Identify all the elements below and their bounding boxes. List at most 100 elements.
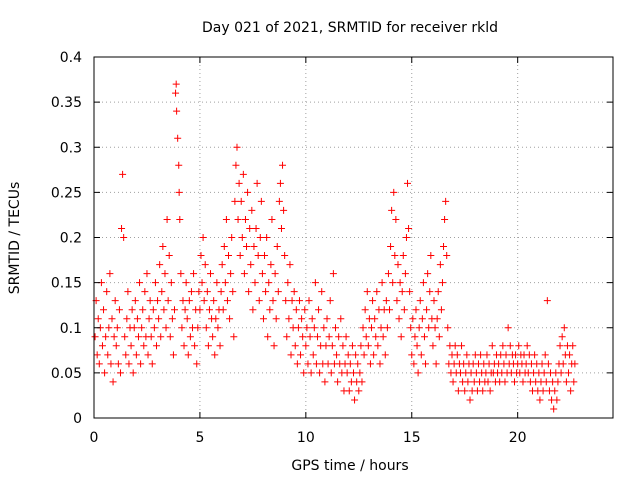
data-point	[323, 315, 331, 323]
data-point	[155, 315, 163, 323]
data-point	[174, 134, 182, 142]
data-point	[259, 315, 267, 323]
data-point	[157, 333, 165, 341]
data-point	[344, 351, 352, 359]
data-point	[297, 351, 305, 359]
y-tick-label: 0.2	[60, 231, 82, 247]
data-point	[149, 306, 157, 314]
data-point	[136, 279, 144, 287]
data-point	[123, 315, 131, 323]
data-point	[271, 270, 279, 278]
y-tick-label: 0.25	[51, 185, 82, 201]
data-point	[378, 279, 386, 287]
data-point	[222, 215, 230, 223]
data-point	[173, 107, 181, 115]
data-point	[364, 342, 372, 350]
data-point	[254, 252, 262, 260]
y-tick-label: 0.4	[60, 50, 82, 66]
data-point	[418, 315, 426, 323]
x-tick-label: 5	[195, 430, 204, 446]
data-point	[166, 333, 174, 341]
data-point	[125, 360, 133, 368]
data-point	[167, 279, 175, 287]
data-point	[373, 288, 381, 296]
data-point	[321, 378, 329, 386]
data-point	[444, 324, 452, 332]
data-point	[164, 297, 172, 305]
data-point	[477, 351, 485, 359]
data-point	[110, 333, 118, 341]
y-axis-label: SRMTID / TECUs	[7, 182, 23, 295]
data-point	[397, 333, 405, 341]
data-point	[419, 279, 427, 287]
data-point	[407, 324, 415, 332]
data-point	[183, 315, 191, 323]
data-point	[294, 324, 302, 332]
data-point	[200, 297, 208, 305]
data-point	[256, 234, 264, 241]
data-point	[315, 306, 323, 314]
data-point	[201, 261, 209, 269]
data-point	[287, 351, 295, 359]
data-point	[295, 297, 303, 305]
data-point	[103, 288, 111, 296]
data-point	[269, 297, 277, 305]
data-point	[400, 306, 408, 314]
data-point	[293, 360, 301, 368]
data-point	[570, 378, 578, 386]
data-point	[91, 333, 99, 341]
data-point	[399, 252, 407, 260]
data-point	[262, 288, 270, 296]
data-point	[360, 351, 368, 359]
data-point	[163, 215, 171, 223]
data-point	[406, 288, 414, 296]
data-point	[390, 188, 398, 196]
data-point	[392, 215, 400, 223]
data-point	[251, 279, 259, 287]
data-point	[308, 315, 316, 323]
data-point	[358, 378, 366, 386]
data-point	[554, 378, 562, 386]
data-point	[162, 324, 170, 332]
data-point	[303, 324, 311, 332]
data-point	[282, 297, 290, 305]
data-point	[106, 270, 114, 278]
data-point	[101, 369, 109, 377]
data-point	[412, 306, 420, 314]
axis-ticks	[93, 56, 613, 419]
data-point	[409, 315, 417, 323]
data-point	[425, 324, 433, 332]
data-point	[248, 206, 256, 214]
data-point	[132, 351, 140, 359]
data-point	[111, 297, 119, 305]
data-point	[161, 270, 169, 278]
data-point	[301, 306, 309, 314]
data-point	[281, 252, 289, 260]
data-point	[322, 342, 330, 350]
data-point	[337, 315, 345, 323]
data-point	[571, 360, 579, 368]
data-point	[413, 342, 421, 350]
data-point	[227, 270, 235, 278]
data-point	[226, 315, 234, 323]
data-point	[461, 387, 469, 395]
data-point	[558, 333, 566, 341]
y-tick-label: 0.05	[51, 366, 82, 382]
data-point	[361, 306, 369, 314]
x-tick-label: 15	[403, 430, 421, 446]
data-point	[221, 279, 229, 287]
data-point	[267, 261, 275, 269]
data-point	[352, 351, 360, 359]
data-point	[408, 351, 416, 359]
data-point	[268, 215, 276, 223]
data-point	[264, 333, 272, 341]
data-point	[286, 261, 294, 269]
data-point	[298, 315, 306, 323]
data-point	[205, 306, 213, 314]
data-point	[464, 378, 472, 386]
data-point	[140, 342, 148, 350]
data-point	[130, 324, 138, 332]
data-point	[383, 324, 391, 332]
data-point	[253, 179, 261, 187]
data-point	[305, 297, 313, 305]
